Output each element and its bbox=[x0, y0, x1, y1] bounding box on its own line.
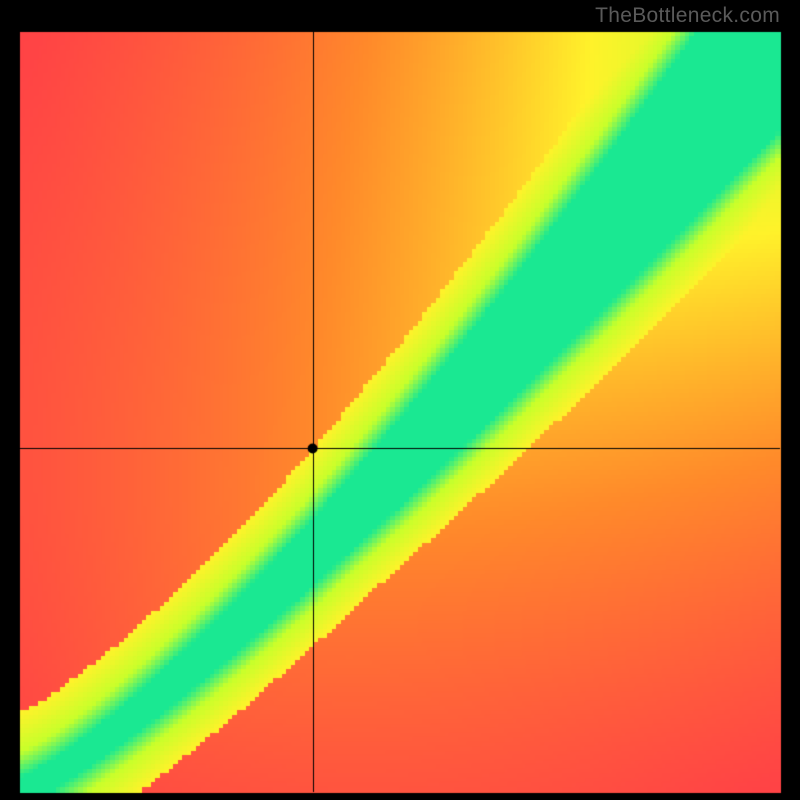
chart-container: TheBottleneck.com bbox=[0, 0, 800, 800]
watermark-text: TheBottleneck.com bbox=[595, 4, 780, 28]
bottleneck-heatmap bbox=[0, 0, 800, 800]
